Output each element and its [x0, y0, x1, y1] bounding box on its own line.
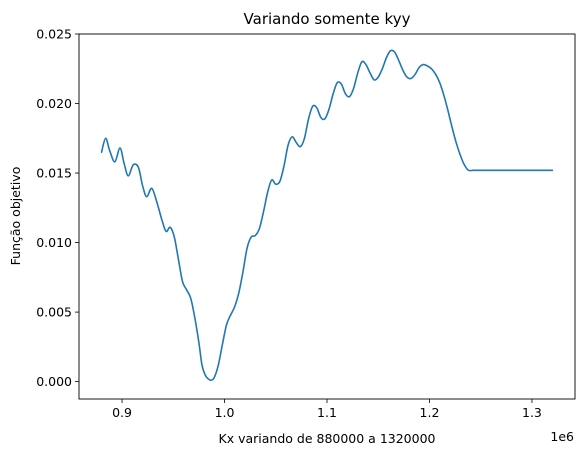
x-tick-label: 1.0 — [215, 405, 235, 420]
y-tick-label: 0.005 — [36, 305, 72, 320]
x-axis-label: Kx variando de 880000 a 1320000 — [219, 431, 436, 446]
x-tick-label: 1.3 — [522, 405, 542, 420]
y-tick-label: 0.000 — [36, 374, 72, 389]
y-tick-label: 0.020 — [36, 96, 72, 111]
y-tick-label: 0.015 — [36, 166, 72, 181]
y-axis-ticks: 0.000 0.005 0.010 0.015 0.020 0.025 — [36, 27, 79, 389]
y-tick-label: 0.025 — [36, 27, 72, 42]
x-tick-label: 1.1 — [317, 405, 337, 420]
series-line — [100, 49, 554, 382]
plot-frame — [78, 33, 576, 400]
y-axis-label: Função objetivo — [8, 167, 23, 266]
x-axis-ticks: 0.9 1.0 1.1 1.2 1.3 — [112, 399, 542, 420]
chart-title: Variando somente kyy — [244, 10, 411, 28]
y-tick-label: 0.010 — [36, 235, 72, 250]
x-tick-label: 0.9 — [112, 405, 132, 420]
x-axis-offset-label: 1e6 — [550, 429, 574, 444]
plot-area — [79, 34, 575, 399]
x-tick-label: 1.2 — [420, 405, 440, 420]
